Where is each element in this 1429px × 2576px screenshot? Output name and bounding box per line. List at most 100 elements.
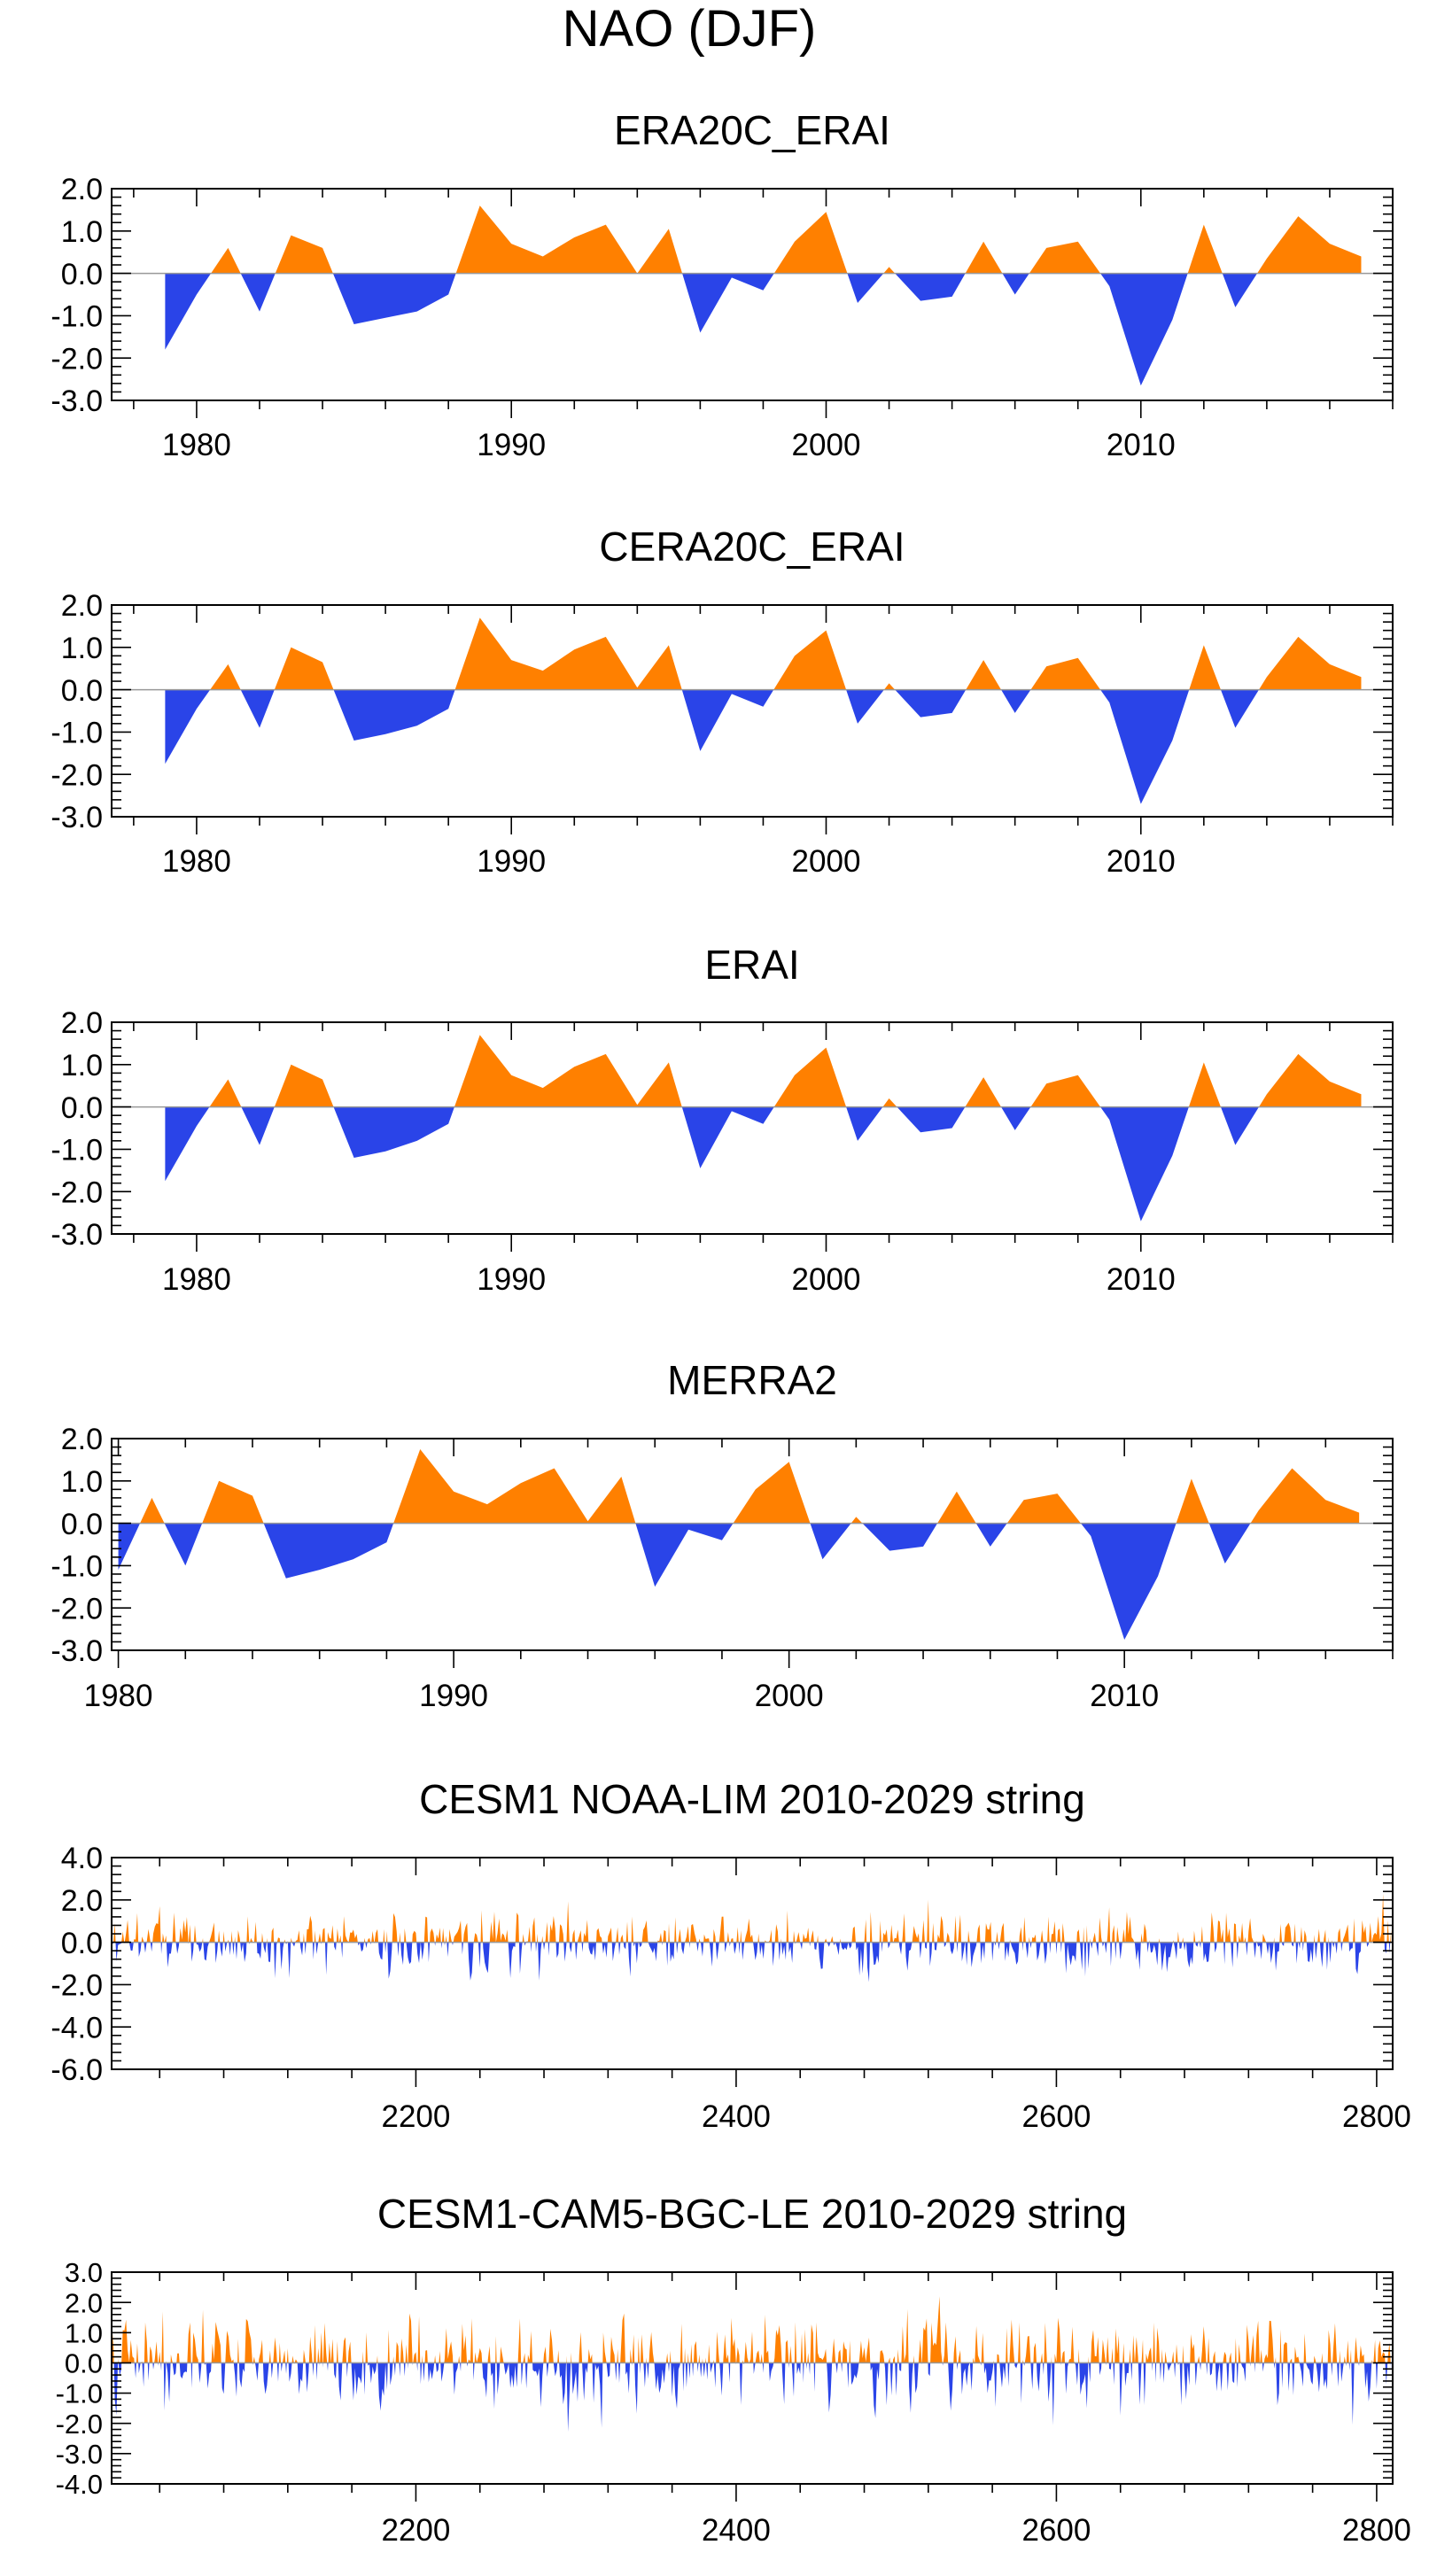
y-tick-label: -1.0 (50, 1134, 103, 1168)
y-tick-label: -2.0 (56, 2409, 103, 2440)
y-tick-label: -2.0 (50, 1969, 103, 2003)
panel-title: ERAI (704, 942, 799, 988)
panel-title: ERA20C_ERAI (614, 107, 890, 153)
y-tick-label: 2.0 (61, 1423, 103, 1456)
x-tick-label: 1980 (162, 1262, 231, 1297)
y-tick-label: 0.0 (65, 2348, 103, 2379)
series-area (165, 1035, 1362, 1222)
x-tick-label: 2010 (1107, 428, 1176, 462)
y-tick-label: 2.0 (61, 173, 103, 206)
series-area (112, 2296, 1392, 2432)
plot-frame (111, 2271, 1394, 2485)
y-tick-label: -2.0 (50, 1592, 103, 1626)
series-area (165, 206, 1362, 386)
series-area (112, 1893, 1392, 1982)
y-tick-label: 0.0 (61, 258, 103, 291)
y-tick-label: -1.0 (50, 717, 103, 750)
positive-fill (112, 1893, 1392, 1943)
y-tick-label: 2.0 (61, 589, 103, 623)
x-tick-label: 1990 (477, 1262, 546, 1297)
y-tick-label: -6.0 (50, 2053, 103, 2087)
y-tick-label: -4.0 (56, 2469, 103, 2500)
plot-frame (111, 1857, 1394, 2070)
panel-title: CESM1 NOAA-LIM 2010-2029 string (419, 1776, 1085, 1822)
x-tick-label: 2600 (1021, 2513, 1091, 2548)
y-tick-label: -1.0 (50, 300, 103, 334)
x-tick-label: 2800 (1342, 2099, 1411, 2134)
y-tick-label: -3.0 (50, 1218, 103, 1252)
chart-panel-4: MERRA2 2.0 1.0 0.0 -1.0 -2.0 -3.0 1980 1990 2000 2… (50, 1357, 1394, 1713)
y-tick-label: -2.0 (50, 758, 103, 792)
y-tick-label: -3.0 (50, 801, 103, 834)
plot-frame (111, 604, 1394, 818)
x-tick-label: 2400 (702, 2513, 771, 2548)
chart-panel-5: CESM1 NOAA-LIM 2010-2029 string 4.0 2.0 0.0… (50, 1776, 1410, 2134)
y-tick-label: 0.0 (61, 674, 103, 708)
y-tick-label: 4.0 (61, 1842, 103, 1875)
chart-panel-6: CESM1-CAM5-BGC-LE 2010-2029 string 3.02.0… (56, 2191, 1411, 2548)
x-tick-label: 2600 (1021, 2099, 1091, 2134)
y-tick-label: 1.0 (61, 632, 103, 665)
negative-fill (165, 273, 1362, 386)
y-tick-label: 0.0 (61, 1508, 103, 1541)
y-tick-label: 2.0 (61, 1006, 103, 1040)
x-tick-label: 1990 (477, 428, 546, 462)
x-tick-label: 2000 (792, 428, 861, 462)
x-tick-label: 1990 (419, 1679, 488, 1713)
y-tick-label: 1.0 (61, 1465, 103, 1499)
y-tick-label: 0.0 (61, 1091, 103, 1125)
y-tick-label: 1.0 (65, 2317, 103, 2348)
negative-fill (112, 1942, 1392, 1982)
negative-fill (165, 689, 1362, 804)
positive-fill (165, 1035, 1362, 1107)
y-tick-label: -2.0 (50, 1175, 103, 1209)
y-tick-label: -3.0 (50, 384, 103, 418)
y-tick-label: -4.0 (50, 2011, 103, 2045)
x-tick-label: 2000 (792, 844, 861, 879)
series-area (165, 617, 1362, 804)
plot-frame (111, 1438, 1394, 1651)
negative-fill (112, 2363, 1392, 2432)
x-tick-label: 2400 (702, 2099, 771, 2134)
panel-title: CERA20C_ERAI (599, 524, 905, 570)
positive-fill (165, 206, 1362, 274)
negative-fill (118, 1523, 1360, 1641)
positive-fill (112, 2296, 1392, 2363)
x-tick-label: 2000 (755, 1679, 824, 1713)
figure-title: NAO (DJF) (563, 0, 817, 58)
x-tick-label: 2010 (1107, 1262, 1176, 1297)
x-tick-label: 2000 (792, 1262, 861, 1297)
chart-panel-1: ERA20C_ERAI 2.0 1.0 0.0 -1.0 -2.0 -3.0 1980 1990… (50, 107, 1394, 462)
x-tick-label: 2200 (381, 2513, 450, 2548)
x-tick-label: 2200 (381, 2099, 450, 2134)
negative-fill (165, 1106, 1362, 1222)
y-tick-label: 2.0 (65, 2287, 103, 2318)
positive-fill (118, 1448, 1360, 1524)
y-tick-label: 3.0 (65, 2257, 103, 2288)
panel-title: CESM1-CAM5-BGC-LE 2010-2029 string (377, 2191, 1127, 2237)
panel-title: MERRA2 (667, 1357, 837, 1403)
x-tick-label: 1980 (162, 428, 231, 462)
y-tick-label: 2.0 (61, 1884, 103, 1918)
x-tick-label: 1980 (162, 844, 231, 879)
series-area (118, 1448, 1360, 1641)
y-tick-label: -3.0 (56, 2439, 103, 2470)
positive-fill (165, 617, 1362, 690)
x-tick-label: 1980 (84, 1679, 153, 1713)
x-tick-label: 2010 (1090, 1679, 1159, 1713)
x-tick-label: 1990 (477, 844, 546, 879)
y-tick-label: 0.0 (61, 1927, 103, 1960)
y-tick-label: 1.0 (61, 215, 103, 249)
chart-panel-2: CERA20C_ERAI 2.0 1.0 0.0 -1.0 -2.0 -3.0 1980 199… (50, 524, 1394, 879)
y-tick-label: 1.0 (61, 1049, 103, 1082)
chart-panel-3: ERAI 2.0 1.0 0.0 -1.0 -2.0 -3.0 1980 1990 2000 201… (50, 942, 1394, 1297)
x-tick-label: 2010 (1107, 844, 1176, 879)
y-tick-label: -1.0 (56, 2378, 103, 2409)
y-tick-label: -1.0 (50, 1550, 103, 1584)
plot-frame (111, 188, 1394, 401)
plot-frame (111, 1021, 1394, 1235)
x-tick-label: 2800 (1342, 2513, 1411, 2548)
y-tick-label: -3.0 (50, 1634, 103, 1668)
